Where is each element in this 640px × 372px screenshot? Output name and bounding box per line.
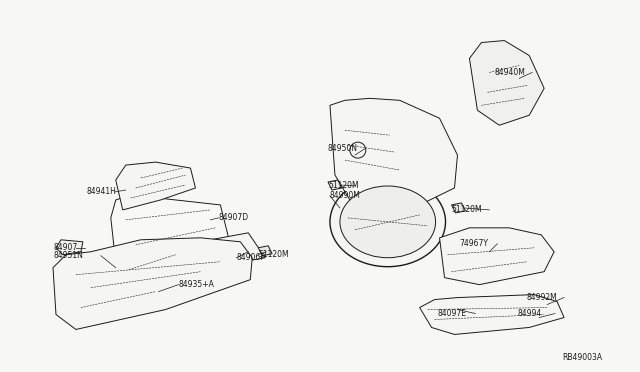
Polygon shape [152, 283, 171, 299]
Text: 84994: 84994 [517, 309, 541, 318]
Text: 84940M: 84940M [494, 68, 525, 77]
Polygon shape [211, 233, 265, 265]
Polygon shape [451, 203, 465, 213]
Text: 84907: 84907 [53, 243, 77, 252]
Text: 84941H: 84941H [87, 187, 116, 196]
Text: RB49003A: RB49003A [562, 353, 602, 362]
Polygon shape [116, 162, 195, 210]
Text: 84951N: 84951N [53, 251, 83, 260]
Polygon shape [111, 195, 230, 295]
Ellipse shape [330, 177, 445, 267]
Text: 51120M: 51120M [328, 182, 358, 190]
Polygon shape [440, 228, 554, 285]
Text: 84950N: 84950N [328, 144, 358, 153]
Text: 84907D: 84907D [218, 214, 248, 222]
Polygon shape [420, 295, 564, 334]
Text: 84990M: 84990M [330, 192, 361, 201]
Polygon shape [53, 238, 252, 330]
Text: 84935+A: 84935+A [179, 280, 214, 289]
Polygon shape [328, 180, 342, 190]
Polygon shape [56, 240, 83, 255]
Text: 84992M: 84992M [526, 293, 557, 302]
Polygon shape [330, 98, 458, 212]
Text: 51120M: 51120M [258, 250, 289, 259]
Text: 84097E: 84097E [438, 309, 467, 318]
Text: 51120M: 51120M [451, 205, 482, 214]
Text: 74967Y: 74967Y [460, 239, 488, 248]
Polygon shape [258, 246, 272, 256]
Ellipse shape [340, 186, 436, 258]
Text: 84906P: 84906P [236, 253, 265, 262]
Polygon shape [469, 41, 544, 125]
